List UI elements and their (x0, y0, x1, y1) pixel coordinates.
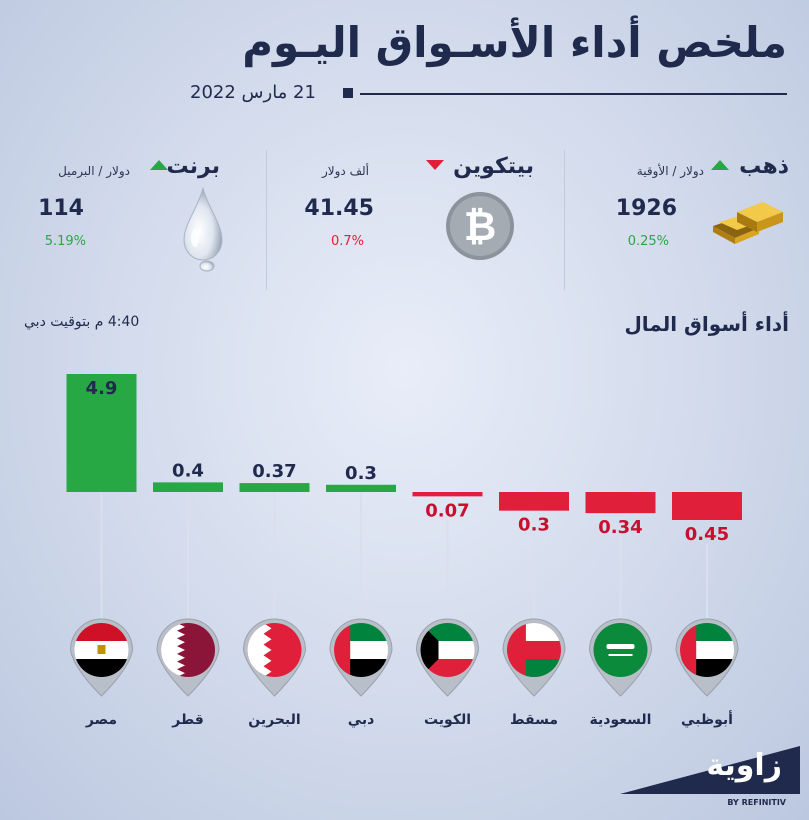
logo-shape (620, 746, 800, 794)
bar-0 (672, 492, 742, 520)
bar-value-label: 0.37 (252, 461, 296, 482)
egypt-flag-icon (69, 618, 134, 697)
gold-bars-icon (713, 202, 783, 244)
bar-value-label: 0.34 (598, 517, 642, 538)
commodity-unit: دولار / الأوقية (636, 164, 704, 178)
category-label: دبي (348, 712, 375, 728)
commodity-value: 41.45 (304, 196, 374, 221)
bar-5 (239, 483, 310, 492)
category-label: مسقط (510, 712, 558, 728)
bitcoin-icon: ₿ (446, 192, 514, 260)
date-divider-line (360, 93, 787, 95)
bar-4 (326, 484, 396, 492)
saudi-flag-icon (588, 618, 653, 697)
commodity-change: 0.25% (627, 234, 669, 249)
date-row: 21 مارس 2022 (190, 82, 787, 104)
brand-name: زاوية (706, 748, 782, 783)
uae-flag-icon (329, 618, 393, 697)
time-note: 4:40 م بتوقيت دبي (24, 314, 140, 330)
category-label: أبوظبي (681, 710, 733, 728)
commodity-change: 5.19% (44, 234, 86, 249)
commodity-unit: دولار / البرميل (58, 164, 130, 178)
bar-6 (153, 482, 223, 492)
commodity-bitcoin: بيتكوين ألف دولار ₿ 41.45 0.7% (268, 140, 564, 295)
commodity-name: ذهب (739, 154, 789, 179)
commodity-name: بيتكوين (453, 154, 534, 179)
bar-3 (412, 492, 483, 497)
commodity-gold: ذهب دولار / الأوقية 1926 0.25% (564, 140, 809, 295)
brand-sub: BY REFINITIV (727, 798, 786, 807)
bar-value-label: 0.3 (518, 515, 550, 536)
bar-value-label: 0.07 (425, 500, 469, 521)
oman-flag-icon (502, 618, 566, 697)
report-date: 21 مارس 2022 (190, 82, 316, 103)
bar-value-label: 0.3 (345, 463, 377, 484)
svg-text:₿: ₿ (464, 204, 497, 250)
bar-7 (66, 374, 137, 492)
category-label: الكويت (424, 712, 471, 728)
commodity-brent: برنت دولار / البرميل 114 5.19% (0, 140, 266, 295)
commodity-value: 114 (38, 196, 84, 221)
commodity-unit: ألف دولار (321, 164, 369, 178)
qatar-flag-icon (156, 618, 220, 697)
bar-2 (499, 492, 569, 511)
category-label: قطر (171, 712, 204, 728)
bahrain-flag-icon (242, 618, 307, 697)
commodities-panel: ذهب دولار / الأوقية 1926 0.25% بيتكوين أ… (0, 140, 809, 300)
commodity-value: 1926 (615, 196, 677, 221)
date-bullet (343, 88, 353, 98)
kuwait-flag-icon (415, 618, 480, 697)
uae-flag-icon (675, 618, 739, 697)
commodity-name: برنت (166, 154, 221, 179)
category-label: السعودية (590, 712, 652, 728)
divider (564, 150, 565, 290)
up-arrow-icon (150, 160, 168, 170)
section-title: أداء أسواق المال (624, 312, 789, 336)
bar-value-label: 0.4 (172, 460, 204, 481)
bar-value-label: 0.45 (685, 524, 729, 545)
oil-drop-icon (183, 187, 223, 272)
category-label: البحرين (248, 712, 300, 728)
bar-1 (585, 492, 656, 514)
commodity-change: 0.7% (330, 234, 364, 249)
bar-value-label: 4.9 (86, 378, 118, 399)
down-arrow-icon (426, 160, 444, 170)
brand-logo: زاوية BY REFINITIV (620, 742, 800, 820)
divider (266, 150, 267, 290)
category-label: مصر (85, 712, 117, 728)
page-title: ملخص أداء الأسـواق اليـوم (242, 18, 787, 67)
up-arrow-icon (711, 160, 729, 170)
